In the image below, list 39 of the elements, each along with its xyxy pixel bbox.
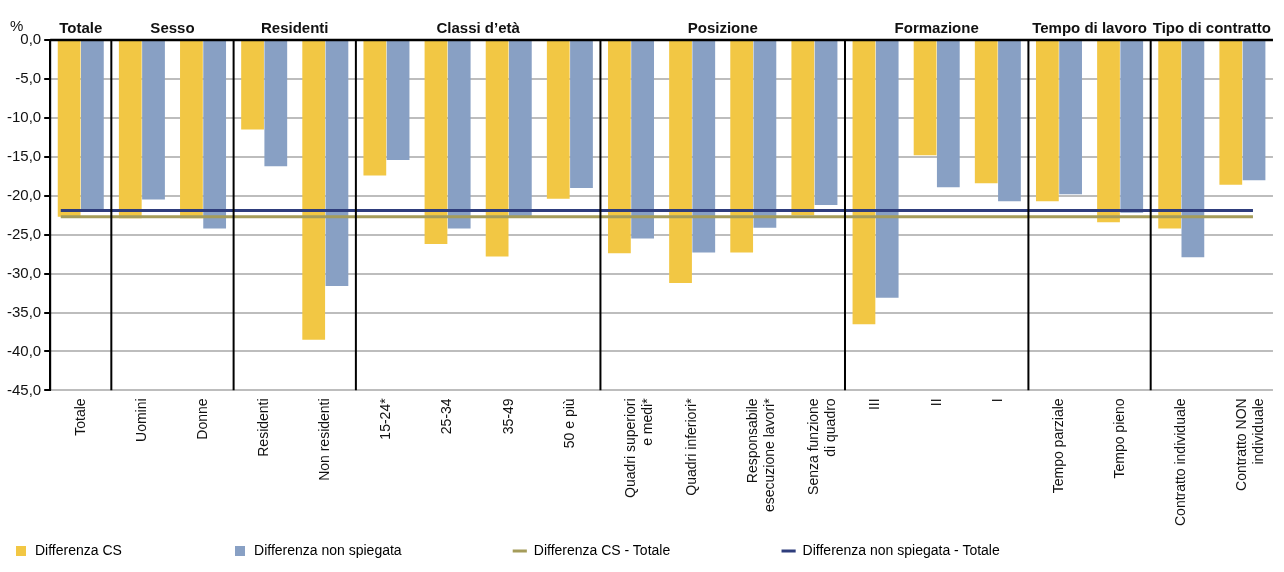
text: Classi d’età bbox=[436, 18, 521, 36]
x-tick-label: I bbox=[988, 398, 1005, 403]
x-tick-label: Residenti bbox=[255, 398, 272, 457]
y-tick-label: -40,0 bbox=[6, 341, 42, 359]
x-tick-label: Totale bbox=[71, 398, 88, 436]
x-tick-label: Quadri inferiori* bbox=[683, 397, 700, 496]
text: Tipo di contratto bbox=[1152, 18, 1271, 36]
x-tick-label: Tempo parziale bbox=[1049, 398, 1066, 494]
x-tick-label: 50 e più bbox=[560, 398, 577, 449]
legend-label: Differenza CS - Totale bbox=[533, 541, 772, 558]
x-tick-label: II bbox=[927, 398, 944, 407]
y-tick-label: -20,0 bbox=[6, 185, 42, 203]
text: Tempo di lavoro bbox=[1032, 18, 1147, 36]
legend-label: Differenza non spiegata bbox=[254, 541, 503, 558]
legend-label: Differenza CS bbox=[35, 541, 224, 558]
x-tick-label: 15-24* bbox=[377, 397, 394, 440]
x-tick-label: Contratto NON individuale bbox=[1233, 398, 1267, 491]
text: Residenti bbox=[260, 18, 329, 36]
x-tick-label: Quadri superiori e medi* bbox=[621, 397, 655, 498]
x-tick-label: Uomini bbox=[132, 398, 149, 442]
text: Totale bbox=[59, 18, 103, 36]
x-tick-label: Donne bbox=[193, 398, 210, 440]
text: Sesso bbox=[150, 18, 195, 36]
y-tick-label: -5,0 bbox=[15, 69, 42, 87]
x-tick-label: Non residenti bbox=[316, 398, 333, 481]
y-tick-label: -15,0 bbox=[6, 146, 42, 164]
x-tick-label: 25-34 bbox=[438, 398, 455, 435]
x-tick-label: 35-49 bbox=[499, 398, 516, 435]
legend-label: Differenza non spiegata - Totale bbox=[802, 541, 1101, 558]
x-tick-label: Contratto individuale bbox=[1172, 398, 1189, 527]
x-tick-label: III bbox=[866, 398, 883, 411]
y-tick-label: -10,0 bbox=[6, 108, 42, 125]
text: Formazione bbox=[894, 18, 979, 36]
x-tick-label: Tempo pieno bbox=[1110, 398, 1127, 479]
y-tick-label: -45,0 bbox=[6, 380, 42, 398]
y-tick-label: -35,0 bbox=[6, 302, 42, 320]
y-tick-label: -30,0 bbox=[6, 263, 42, 281]
text: Posizione bbox=[687, 18, 758, 36]
y-tick-label: -25,0 bbox=[6, 224, 42, 242]
